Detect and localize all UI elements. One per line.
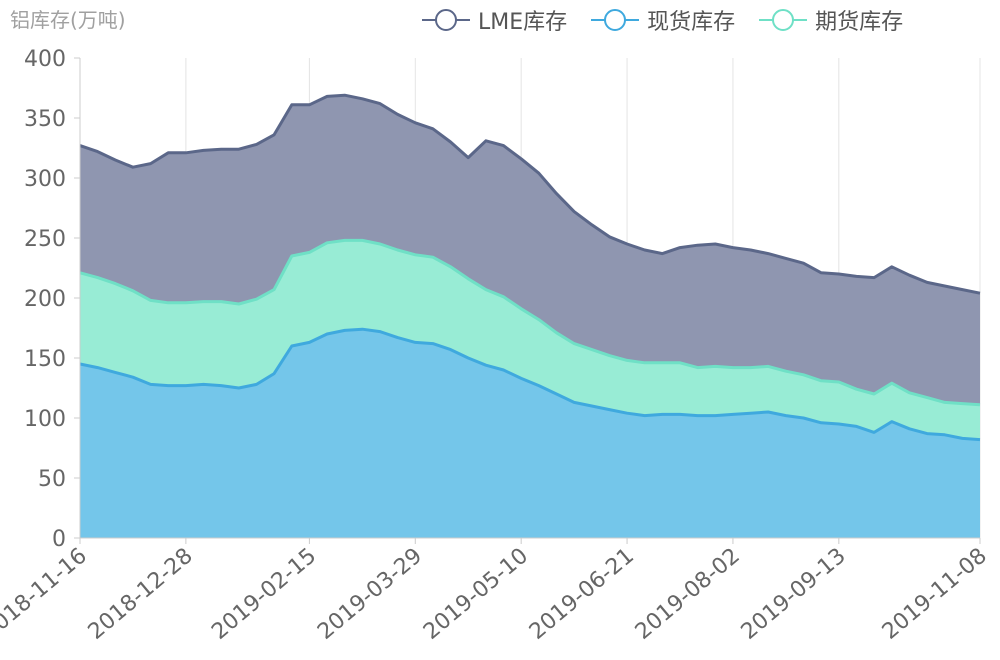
legend-label: 现货库存: [647, 10, 736, 35]
x-tick-label: 2019-05-10: [419, 543, 533, 644]
legend-label: 期货库存: [815, 10, 904, 35]
series-line-0: [79, 93, 981, 295]
y-tick-label: 250: [24, 227, 66, 252]
legend-marker-icon: [759, 9, 808, 31]
legend-label: LME库存: [478, 10, 568, 35]
x-tick-label: 2019-09-13: [737, 543, 851, 644]
x-tick-label: 2019-06-21: [525, 543, 639, 644]
y-tick-label: 150: [24, 347, 66, 372]
legend-marker-icon: [422, 9, 470, 31]
legend-item[interactable]: 现货库存: [589, 4, 735, 36]
legend-item[interactable]: LME库存: [420, 4, 567, 36]
x-tick-label: 2018-11-16: [0, 543, 92, 644]
y-axis-unit-label: 铝库存(万吨): [10, 8, 126, 32]
y-tick-label: 350: [24, 107, 66, 132]
x-tick-label: 2019-03-29: [313, 543, 427, 644]
x-tick-label: 2019-08-02: [631, 543, 745, 644]
y-tick-label: 400: [24, 47, 66, 72]
y-tick-label: 200: [24, 287, 66, 312]
y-tick-label: 300: [24, 167, 66, 192]
y-tick-label: 50: [38, 467, 66, 492]
y-tick-label: 0: [52, 527, 66, 552]
x-tick-label: 2018-12-28: [84, 543, 198, 644]
y-tick-label: 100: [24, 407, 66, 432]
legend-item[interactable]: 期货库存: [757, 4, 903, 36]
series-line-2: [79, 238, 981, 407]
area-1: [80, 329, 980, 538]
series-line-1: [79, 327, 981, 442]
x-tick-label: 2019-11-08: [878, 543, 992, 644]
chart-legend: LME库存 现货库存 期货库存: [420, 4, 903, 36]
x-tick-label: 2019-02-15: [207, 543, 321, 644]
legend-marker-icon: [591, 9, 640, 31]
